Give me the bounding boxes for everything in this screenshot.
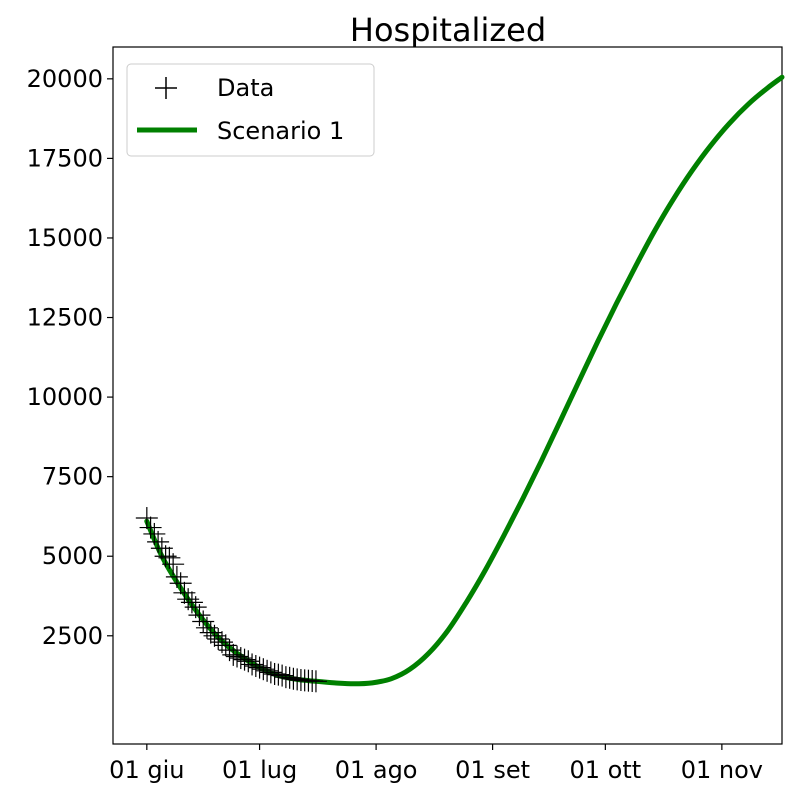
data-point-marker <box>147 530 170 553</box>
legend-marker-plus <box>155 77 177 99</box>
data-point-marker <box>184 596 207 619</box>
x-tick-label: 01 ott <box>570 756 642 784</box>
legend-label-scenario: Scenario 1 <box>217 117 344 145</box>
x-tick-label: 01 nov <box>681 756 763 784</box>
y-tick-label: 20000 <box>27 65 103 93</box>
data-point-marker <box>135 507 158 530</box>
y-axis: 2500 5000 7500 10000 12500 15000 17500 20000 <box>27 65 113 650</box>
data-point-marker <box>139 516 162 539</box>
x-tick-label: 01 lug <box>222 756 297 784</box>
data-point-marker <box>169 572 192 595</box>
x-axis: 01 giu 01 lug 01 ago 01 set 01 ott 01 nov <box>109 744 763 784</box>
legend: Data Scenario 1 <box>126 63 375 157</box>
y-tick-label: 5000 <box>42 542 103 570</box>
data-point-marker <box>162 553 185 576</box>
data-point-marker <box>192 610 215 633</box>
data-point-marker <box>143 522 166 545</box>
y-tick-label: 12500 <box>27 304 103 332</box>
series-layer <box>135 74 785 693</box>
data-point-marker <box>180 591 203 614</box>
y-tick-label: 15000 <box>27 224 103 252</box>
data-point-marker <box>158 546 181 569</box>
data-point-marker <box>188 604 211 627</box>
data-point-marker <box>304 670 327 693</box>
y-tick-label: 17500 <box>27 144 103 172</box>
y-tick-label: 10000 <box>27 383 103 411</box>
legend-box <box>126 63 375 157</box>
x-tick-label: 01 set <box>455 756 530 784</box>
x-tick-label: 01 ago <box>335 756 418 784</box>
chart-title: Hospitalized <box>350 11 546 49</box>
y-tick-label: 7500 <box>42 463 103 491</box>
data-point-marker <box>165 565 188 588</box>
x-tick-label: 01 giu <box>109 756 184 784</box>
y-tick-label: 2500 <box>42 622 103 650</box>
legend-label-data: Data <box>217 74 274 102</box>
